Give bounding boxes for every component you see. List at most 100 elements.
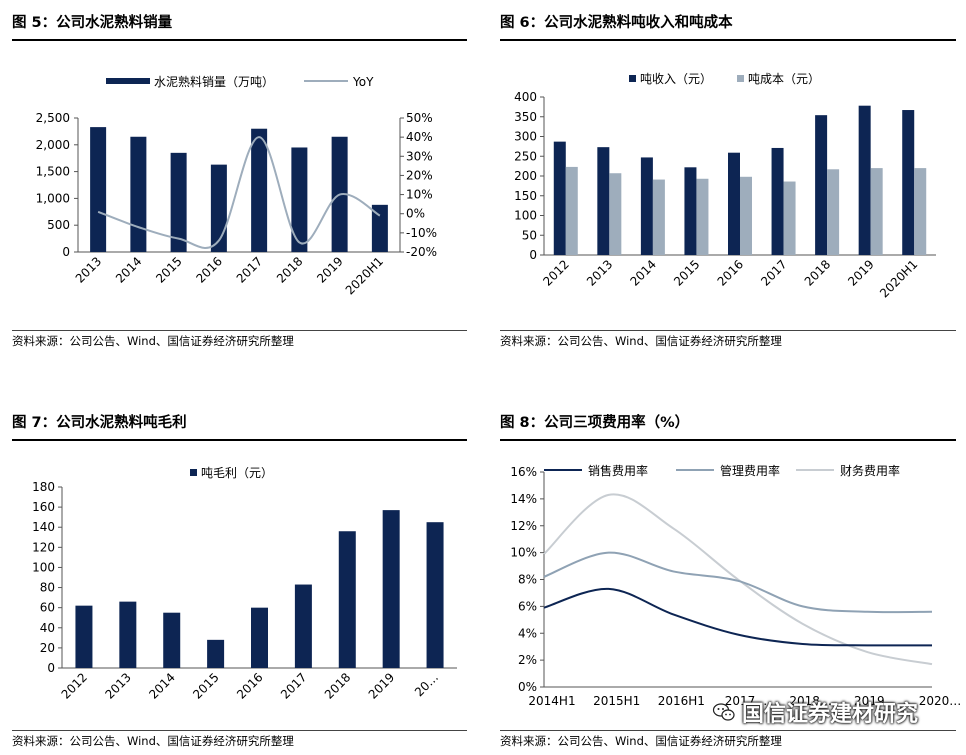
bar-cost: [565, 166, 578, 255]
y-tick-label: 120: [32, 540, 55, 554]
y-tick-label: 4%: [518, 626, 537, 640]
bar-profit: [207, 639, 225, 668]
x-tick-label: 2013: [73, 254, 104, 285]
x-tick-label: 2017: [278, 670, 309, 701]
bar-cost: [696, 178, 709, 255]
legend-swatch-cost: [737, 75, 744, 82]
y-tick-label: 2,500: [36, 111, 70, 125]
bar-cost: [609, 173, 622, 255]
bar-profit: [382, 510, 400, 668]
bar-cost: [870, 168, 883, 255]
panel-expense-ratios: 图 8：公司三项费用率（%） 销售费用率 管理费用率 财务费用率 0% 2% 4% 6% 8%…: [500, 408, 961, 753]
x-tick-label: 2015: [671, 257, 702, 288]
y2-tick-label: -20%: [406, 245, 437, 259]
gross-profit-chart: 吨毛利（元） 0 20 40 60 80 100 120 140 160 180 2012 2013 20…: [32, 466, 457, 702]
source-note: 资料来源：公司公告、Wind、国信证券经济研究所整理: [12, 734, 294, 748]
x-tick-label: 2019: [314, 254, 345, 285]
bar-revenue: [597, 147, 610, 255]
y-tick-label: 0: [62, 245, 70, 259]
bar-profit: [251, 607, 268, 668]
bar-revenue: [684, 167, 697, 255]
legend-swatch-revenue: [629, 75, 636, 82]
bar-profit: [119, 601, 137, 668]
bar-revenue: [815, 115, 828, 255]
x-tick-label: 2014: [113, 254, 144, 285]
x-tick-label: 2018: [802, 257, 833, 288]
bar-sales: [90, 127, 107, 252]
line-series: [543, 587, 933, 647]
bar-revenue: [902, 110, 915, 255]
y-tick-label: 500: [47, 218, 70, 232]
bar-revenue: [771, 147, 784, 255]
y-tick-label: 1,000: [36, 191, 70, 205]
source-note: 资料来源：公司公告、Wind、国信证券经济研究所整理: [500, 334, 782, 348]
x-tick-label: 2013: [584, 257, 615, 288]
bar-cost: [740, 176, 752, 255]
y-tick-label: 14%: [510, 492, 537, 506]
x-tick-label: 2016: [193, 254, 224, 285]
source-note: 资料来源：公司公告、Wind、国信证券经济研究所整理: [500, 734, 782, 748]
x-tick-label: 2013: [102, 670, 133, 701]
y-tick-label: 6%: [518, 599, 537, 613]
legend-label-revenue: 吨收入（元）: [640, 72, 712, 86]
chart-title: 图 6：公司水泥熟料吨收入和吨成本: [500, 15, 733, 31]
y2-tick-label: -10%: [406, 226, 437, 240]
x-tick-label: 2018…: [789, 694, 832, 708]
y2-tick-label: 0%: [406, 207, 425, 221]
x-tick-label: 2018: [322, 670, 353, 701]
line-series: [543, 493, 933, 666]
bar-profit: [75, 605, 93, 668]
x-tick-label: 2019…: [854, 694, 897, 708]
y-tick-label: 16%: [510, 465, 537, 479]
bar-sales: [210, 164, 227, 252]
revenue-cost-chart: 吨收入（元） 吨成本（元） 0 50 100 150 200 250 300 350 400 2012…: [514, 72, 936, 300]
legend-label-series: 财务费用率: [840, 463, 900, 478]
sales-chart: 水泥熟料销量（万吨） YoY 0 500 1,000 1,500 2,000 2,500 -20…: [36, 74, 437, 297]
y-tick-label: 40: [40, 621, 55, 635]
x-tick-label: 2012: [540, 257, 571, 288]
y-tick-label: 1,500: [36, 165, 70, 179]
y-tick-label: 300: [514, 130, 537, 144]
x-tick-label: 2015H1: [593, 694, 640, 708]
legend-label-sales: 水泥熟料销量（万吨）: [154, 74, 274, 89]
x-tick-label: 2020H1: [343, 254, 386, 297]
bar-cost: [652, 179, 665, 255]
x-tick-label: 2020…: [919, 694, 962, 708]
source-note: 资料来源：公司公告、Wind、国信证券经济研究所整理: [12, 334, 294, 348]
x-tick-label: 2014H1: [528, 694, 575, 708]
watermark-text: 国信证券建材研究: [742, 702, 919, 727]
chart-title: 图 7：公司水泥熟料吨毛利: [12, 415, 187, 431]
y2-tick-label: 20%: [406, 168, 433, 182]
y-tick-label: 350: [514, 110, 537, 124]
bar-sales: [291, 147, 308, 252]
y-tick-label: 100: [32, 560, 55, 574]
x-tick-label: 2015: [190, 670, 221, 701]
x-tick-label: 2015: [153, 254, 184, 285]
bar-revenue: [858, 105, 871, 255]
y-tick-label: 200: [514, 169, 537, 183]
line-series: [543, 551, 933, 614]
legend-label-series: 管理费用率: [720, 463, 780, 478]
y2-tick-label: 30%: [406, 149, 433, 163]
bar-profit: [163, 612, 181, 668]
y-tick-label: 140: [32, 520, 55, 534]
bar-cost: [914, 168, 927, 255]
x-tick-label: 2017: [758, 257, 789, 288]
y-tick-label: 12%: [510, 519, 537, 533]
legend-label-series: 销售费用率: [588, 463, 648, 478]
x-tick-label: 2016: [234, 670, 265, 701]
bar-cost: [783, 181, 796, 255]
x-tick-label: 2016: [715, 257, 746, 288]
y-tick-label: 250: [514, 149, 537, 163]
legend-swatch-profit: [190, 469, 197, 476]
line-yoy: [97, 136, 381, 249]
bar-cost: [827, 169, 840, 255]
expense-ratio-chart: 销售费用率 管理费用率 财务费用率 0% 2% 4% 6% 8% 10% 12% 14% 16% 201…: [510, 463, 961, 708]
y2-tick-label: 10%: [406, 188, 433, 202]
x-tick-label: 2016H1: [658, 694, 705, 708]
y-tick-label: 8%: [518, 573, 537, 587]
watermark: 国信证券建材研究: [712, 694, 918, 730]
x-tick-label: 2017: [234, 254, 265, 285]
bar-sales: [371, 204, 388, 252]
x-tick-label: 2017…: [725, 694, 768, 708]
